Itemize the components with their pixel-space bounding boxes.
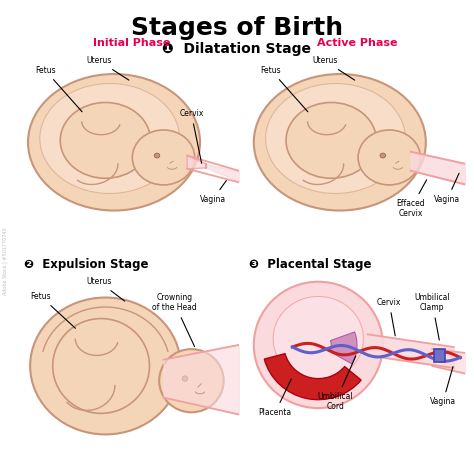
- Text: Vagina: Vagina: [200, 180, 227, 204]
- Circle shape: [132, 130, 195, 185]
- Text: Umbilical
Cord: Umbilical Cord: [318, 356, 356, 411]
- Text: Placenta: Placenta: [259, 379, 292, 417]
- Text: Uterus: Uterus: [312, 56, 355, 80]
- Ellipse shape: [254, 74, 426, 210]
- Circle shape: [159, 349, 224, 412]
- Text: Fetus: Fetus: [261, 66, 308, 112]
- Text: Umbilical
Clamp: Umbilical Clamp: [414, 293, 450, 340]
- Text: Uterus: Uterus: [86, 56, 129, 80]
- Text: ❷  Expulsion Stage: ❷ Expulsion Stage: [24, 258, 148, 271]
- Text: Fetus: Fetus: [35, 66, 82, 112]
- Ellipse shape: [286, 103, 376, 178]
- Bar: [434, 349, 445, 362]
- Ellipse shape: [273, 296, 364, 380]
- Circle shape: [380, 153, 386, 158]
- Ellipse shape: [40, 84, 180, 193]
- Ellipse shape: [254, 282, 383, 408]
- Text: ❶  Dilatation Stage: ❶ Dilatation Stage: [163, 42, 311, 56]
- Text: Stages of Birth: Stages of Birth: [131, 16, 343, 40]
- Text: Crowning
of the Head: Crowning of the Head: [152, 293, 197, 347]
- Title: Initial Phase: Initial Phase: [92, 38, 170, 48]
- Polygon shape: [187, 155, 207, 169]
- Ellipse shape: [30, 297, 181, 435]
- Circle shape: [154, 153, 160, 158]
- Ellipse shape: [60, 103, 151, 178]
- Text: Effaced
Cervix: Effaced Cervix: [396, 180, 427, 219]
- Circle shape: [358, 130, 420, 185]
- Text: Fetus: Fetus: [31, 292, 75, 328]
- Text: ❸  Placental Stage: ❸ Placental Stage: [249, 258, 372, 271]
- Ellipse shape: [265, 84, 405, 193]
- Wedge shape: [329, 332, 357, 364]
- Ellipse shape: [53, 319, 149, 413]
- Ellipse shape: [28, 74, 200, 210]
- Text: Cervix: Cervix: [377, 298, 401, 336]
- Wedge shape: [264, 353, 361, 399]
- Text: Uterus: Uterus: [86, 277, 125, 301]
- Title: Active Phase: Active Phase: [317, 38, 397, 48]
- Text: Vagina: Vagina: [434, 173, 460, 204]
- Text: Adobe Stock | #501770740: Adobe Stock | #501770740: [3, 228, 9, 295]
- Text: Vagina: Vagina: [430, 367, 456, 406]
- Circle shape: [182, 376, 188, 381]
- Text: Cervix: Cervix: [179, 109, 204, 163]
